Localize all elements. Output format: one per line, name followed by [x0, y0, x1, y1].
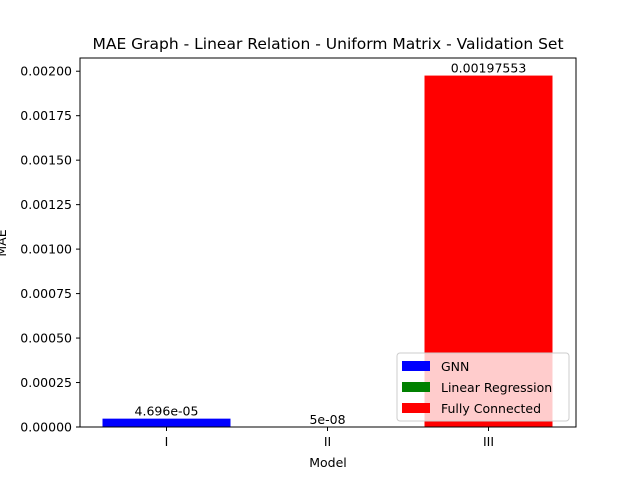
legend: GNN Linear Regression Fully Connected: [396, 352, 570, 422]
y-tick-label-5: 0.00125: [20, 197, 72, 212]
chart-title: MAE Graph - Linear Relation - Uniform Ma…: [92, 35, 563, 53]
x-axis-label: Model: [309, 455, 347, 470]
x-tick-label-III: III: [483, 434, 494, 449]
legend-swatch-1: [402, 382, 430, 392]
legend-label-2: Fully Connected: [441, 401, 541, 416]
x-tick-label-II: II: [324, 434, 331, 449]
x-axis: I II III: [165, 427, 494, 449]
data-label-I: 4.696e-05: [135, 404, 199, 419]
legend-label-0: GNN: [441, 359, 469, 374]
y-tick-label-1: 0.00025: [20, 375, 72, 390]
data-label-II: 5e-08: [309, 412, 345, 427]
legend-swatch-2: [402, 403, 430, 413]
y-axis: 0.00000 0.00025 0.00050 0.00075 0.00100 0.001…: [20, 64, 80, 435]
y-tick-label-2: 0.00050: [20, 331, 72, 346]
y-tick-label-4: 0.00100: [20, 242, 72, 257]
y-tick-label-3: 0.00075: [20, 286, 72, 301]
y-axis-label: MAE: [0, 229, 9, 256]
x-tick-label-I: I: [165, 434, 169, 449]
y-tick-label-6: 0.00150: [20, 153, 72, 168]
bar-I: [102, 418, 231, 427]
plot-frame: [79, 57, 577, 428]
y-tick-label-0: 0.00000: [20, 420, 72, 435]
legend-swatch-0: [402, 361, 430, 371]
y-tick-label-7: 0.00175: [20, 108, 72, 123]
legend-label-1: Linear Regression: [441, 380, 552, 395]
data-labels-group: 4.696e-05 5e-08 0.00197553: [135, 61, 527, 427]
data-label-III: 0.00197553: [451, 61, 527, 76]
legend-box: [396, 352, 570, 422]
y-tick-label-8: 0.00200: [20, 64, 72, 79]
